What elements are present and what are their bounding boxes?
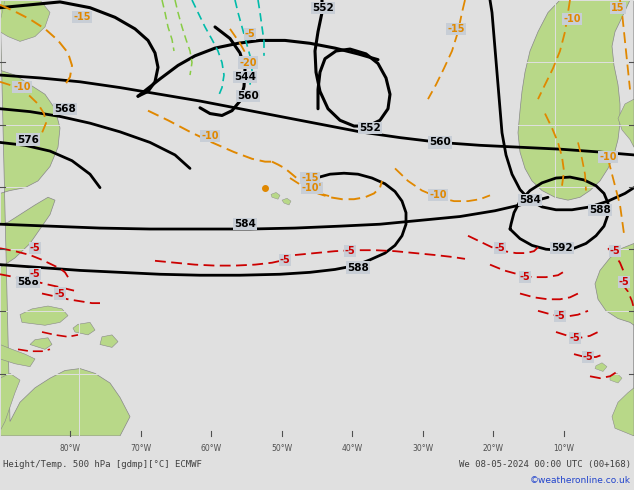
Text: 568: 568 [54,104,76,114]
Text: 50°W: 50°W [271,443,292,453]
Polygon shape [0,0,5,22]
Text: -15: -15 [301,173,319,183]
Text: -5: -5 [610,246,621,256]
Text: ©weatheronline.co.uk: ©weatheronline.co.uk [530,476,631,485]
Polygon shape [612,388,634,436]
Text: -5: -5 [30,243,41,253]
Polygon shape [30,338,52,349]
Text: 544: 544 [234,72,256,82]
Text: -5: -5 [345,246,356,256]
Text: -10: -10 [429,190,447,200]
Text: -5: -5 [245,29,256,39]
Text: -5: -5 [555,311,566,320]
Text: 40°W: 40°W [342,443,363,453]
Text: -10: -10 [13,82,31,92]
Polygon shape [518,0,634,200]
Text: 552: 552 [312,3,334,13]
Text: 80°W: 80°W [60,443,81,453]
Polygon shape [271,193,280,199]
Polygon shape [610,373,622,383]
Text: 60°W: 60°W [201,443,222,453]
Text: We 08-05-2024 00:00 UTC (00+168): We 08-05-2024 00:00 UTC (00+168) [459,460,631,468]
Text: 592: 592 [551,243,573,253]
Text: -20: -20 [239,57,257,68]
Text: -5: -5 [280,255,290,265]
Text: 576: 576 [17,135,39,145]
Polygon shape [73,322,95,335]
Polygon shape [595,363,607,371]
Polygon shape [282,198,291,205]
Text: -5: -5 [495,243,505,253]
Text: -10: -10 [201,131,219,141]
Text: 20°W: 20°W [482,443,503,453]
Text: 30°W: 30°W [412,443,433,453]
Text: 552: 552 [359,123,381,133]
Text: 15: 15 [611,3,624,13]
Text: 588: 588 [589,205,611,215]
Text: -15: -15 [74,12,91,23]
Text: -5: -5 [520,272,531,282]
Text: -10: -10 [563,14,581,24]
Polygon shape [0,0,50,41]
Text: -5: -5 [30,270,41,279]
Text: -10: -10 [599,152,617,162]
Polygon shape [0,373,20,436]
Text: -10': -10' [302,183,322,193]
Text: 584: 584 [234,219,256,229]
Text: -5: -5 [55,289,65,298]
Text: 70°W: 70°W [131,443,152,453]
Text: -5: -5 [619,277,630,287]
Text: 584: 584 [519,195,541,205]
Text: 560: 560 [237,91,259,101]
Text: 560: 560 [429,137,451,147]
Text: -5: -5 [569,333,580,343]
Text: -15: -15 [447,24,465,34]
Polygon shape [100,335,118,347]
Polygon shape [595,244,634,436]
Polygon shape [0,344,35,367]
Text: -5: -5 [583,352,593,362]
Text: 588: 588 [347,263,369,272]
Text: 588: 588 [17,277,39,287]
Text: 10°W: 10°W [553,443,574,453]
Polygon shape [0,0,130,436]
Polygon shape [20,306,68,325]
Polygon shape [618,0,634,147]
Text: Height/Temp. 500 hPa [gdmp][°C] ECMWF: Height/Temp. 500 hPa [gdmp][°C] ECMWF [3,460,202,468]
